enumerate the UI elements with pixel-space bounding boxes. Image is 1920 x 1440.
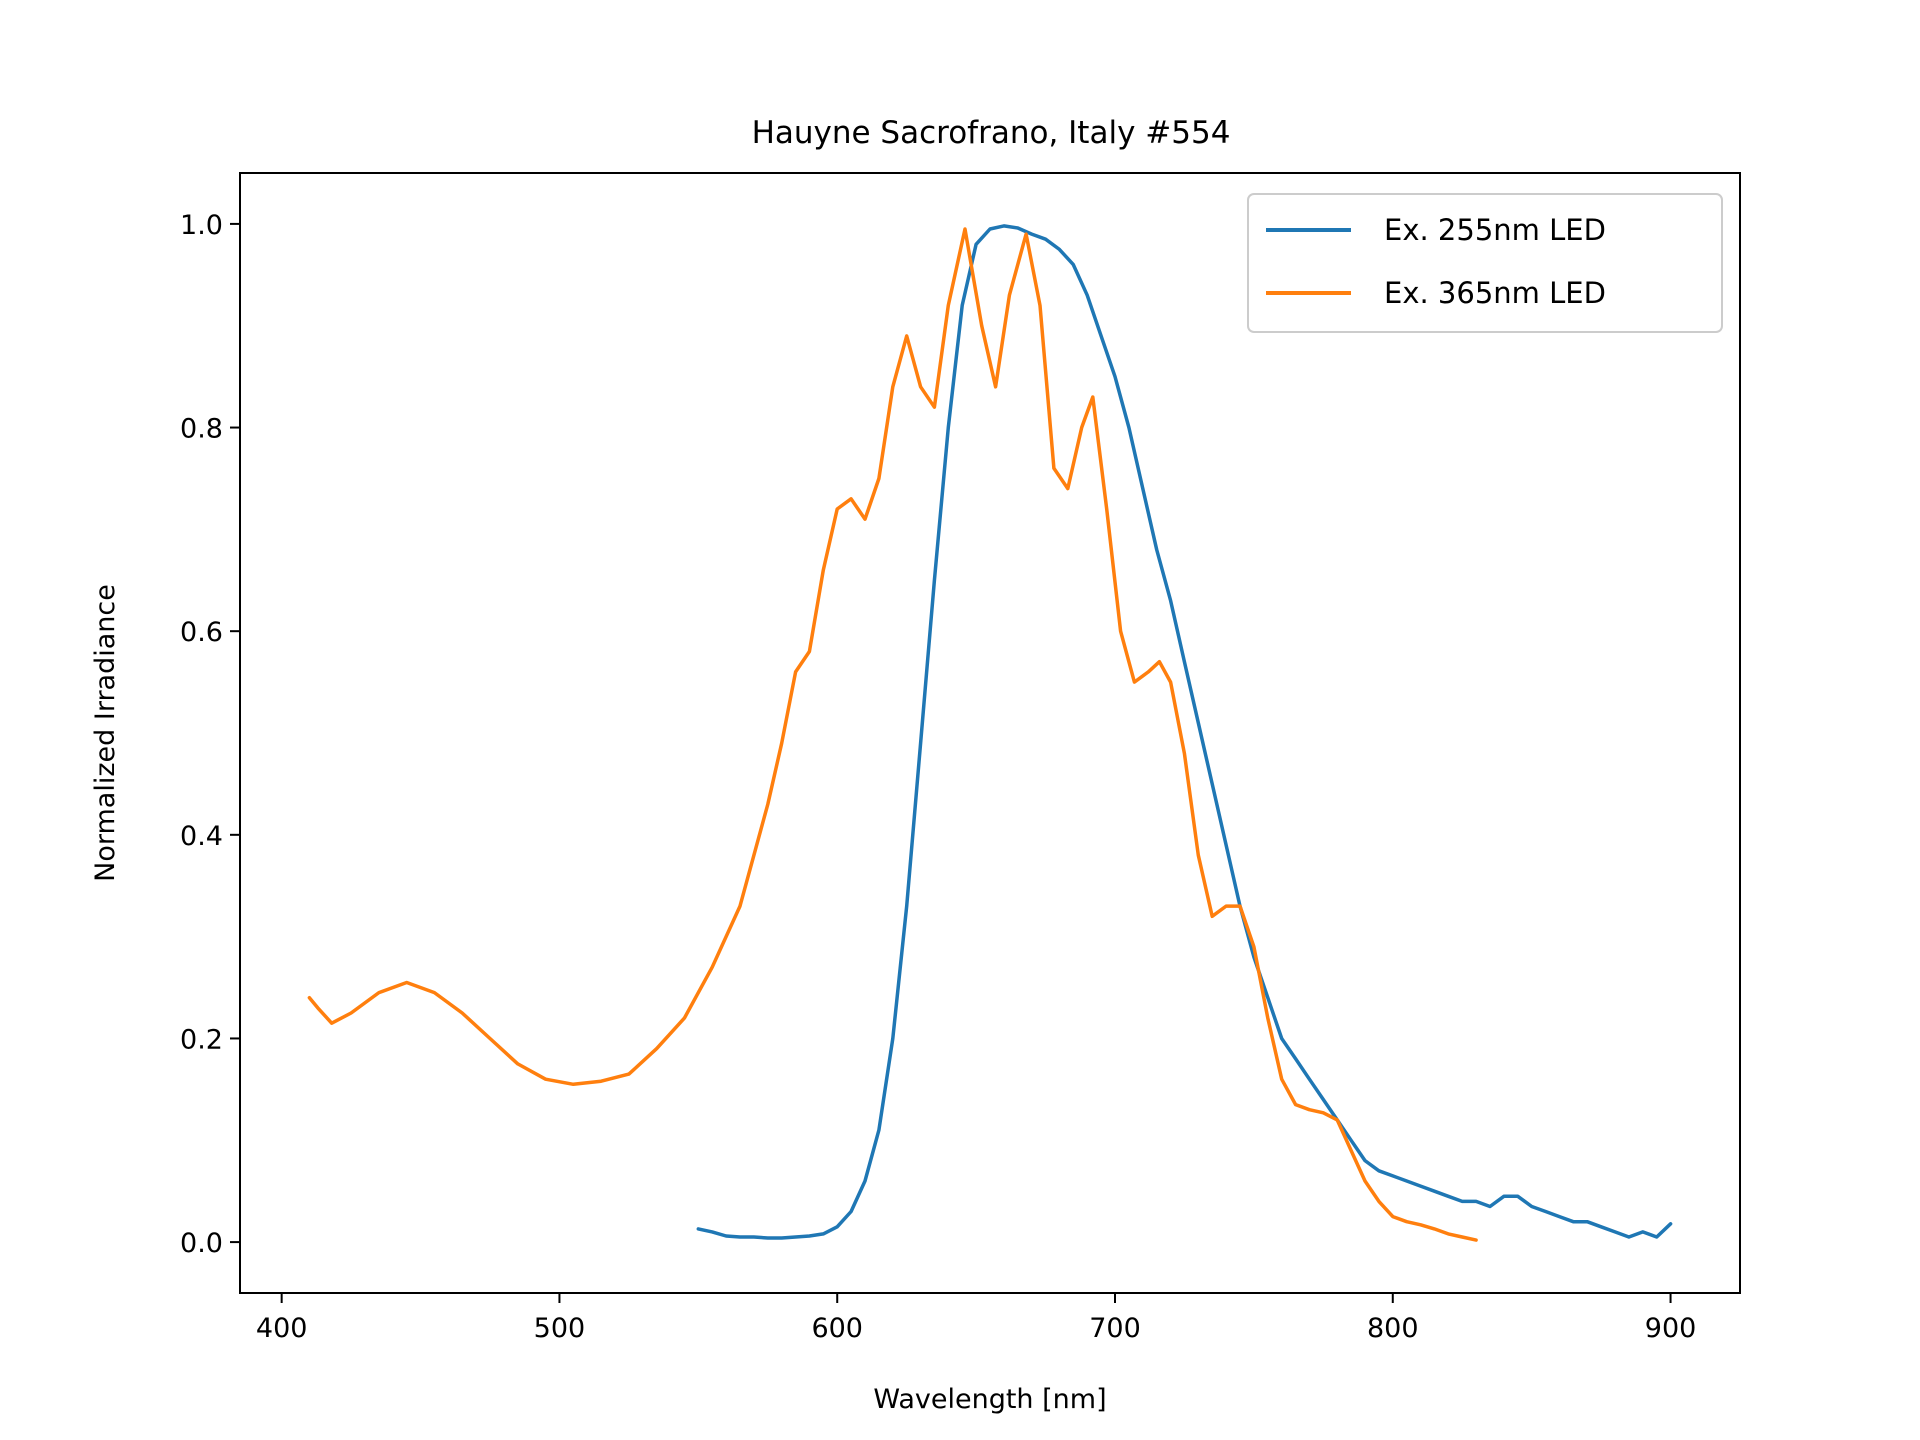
x-tick-label: 500 (534, 1313, 586, 1344)
x-tick-label: 800 (1367, 1313, 1419, 1344)
legend: Ex. 255nm LED Ex. 365nm LED (1247, 193, 1723, 333)
y-tick-label: 0.8 (180, 414, 223, 445)
y-tick-label: 1.0 (180, 210, 223, 241)
x-tick-label: 600 (811, 1313, 863, 1344)
x-axis-label: Wavelength [nm] (873, 1384, 1106, 1415)
legend-label-365: Ex. 365nm LED (1384, 276, 1606, 310)
y-tick-label: 0.6 (180, 617, 223, 648)
chart-title: Hauyne Sacrofrano, Italy #554 (752, 115, 1231, 151)
x-axis: 400 500 600 700 800 900 (256, 1293, 1696, 1344)
y-axis-label: Normalized Irradiance (90, 584, 121, 882)
y-axis: 0.0 0.2 0.4 0.6 0.8 1.0 (180, 210, 240, 1259)
x-tick-label: 400 (256, 1313, 308, 1344)
y-tick-label: 0.2 (180, 1024, 223, 1055)
series-line-255nm (696, 224, 1673, 1240)
y-tick-label: 0.4 (180, 821, 223, 852)
series-line-365nm (307, 227, 1478, 1242)
x-tick-label: 900 (1645, 1313, 1697, 1344)
x-tick-label: 700 (1089, 1313, 1141, 1344)
y-tick-label: 0.0 (180, 1228, 223, 1259)
legend-frame (1247, 193, 1723, 333)
axes-frame (239, 172, 1741, 1294)
plot-area (307, 224, 1673, 1242)
legend-label-255: Ex. 255nm LED (1384, 213, 1606, 247)
